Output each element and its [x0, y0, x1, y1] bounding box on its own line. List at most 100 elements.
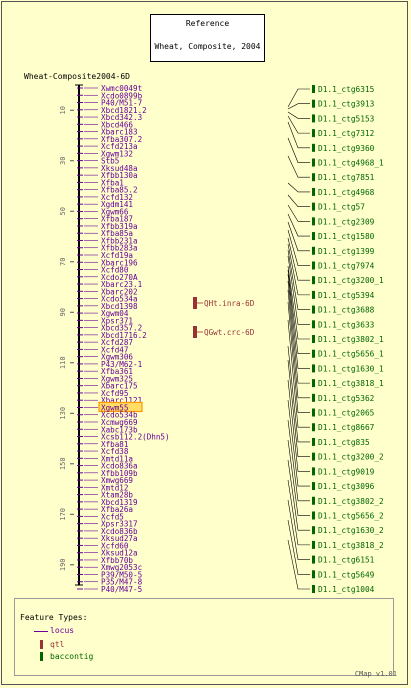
locus-label[interactable]: Xfba26a — [101, 505, 133, 514]
locus-label[interactable]: Xgwm132 — [101, 149, 133, 158]
locus-label[interactable]: P35/M47-8 — [101, 578, 143, 587]
baccontig-label[interactable]: D1.1_ctg6315 — [318, 85, 375, 94]
reference-box[interactable]: Reference Wheat, Composite, 2004 — [150, 14, 265, 62]
locus-label[interactable]: Xcdo836a — [101, 462, 138, 471]
locus-label[interactable]: Xfba85.2 — [101, 186, 138, 195]
locus-label[interactable]: Xtam28b — [101, 491, 133, 500]
locus-label[interactable]: Xfba81 — [101, 440, 129, 449]
locus-label[interactable]: Xfba187 — [101, 215, 133, 224]
locus-label[interactable]: Xmwg2053c — [101, 563, 142, 572]
locus-label[interactable]: Xbcd342.3 — [101, 113, 142, 122]
locus-label[interactable]: Xfba361 — [101, 367, 133, 376]
locus-label[interactable]: Xcsb112.2(Dhn5) — [101, 433, 170, 442]
locus-label[interactable]: Xcdo836b — [101, 527, 138, 536]
locus-label[interactable]: Xksud48a — [101, 164, 138, 173]
locus-label[interactable]: Xmtd12 — [101, 483, 128, 492]
locus-label[interactable]: Xfbb319a — [101, 222, 138, 231]
baccontig-label[interactable]: D1.1_ctg3913 — [318, 100, 375, 109]
locus-label[interactable]: Xbcd466 — [101, 120, 133, 129]
baccontig-label[interactable]: D1.1_ctg7851 — [318, 173, 375, 182]
locus-label[interactable]: Xcfd5 — [101, 512, 124, 521]
locus-label[interactable]: Xmwg669 — [101, 476, 133, 485]
baccontig-label[interactable]: D1.1_ctg3096 — [318, 482, 375, 491]
locus-label[interactable]: Xcdo270A — [101, 273, 138, 282]
locus-label[interactable]: Xbcd1716.2 — [101, 331, 147, 340]
map-title[interactable]: Wheat-Composite2004-6D — [24, 72, 130, 81]
locus-label[interactable]: Xcfd80 — [101, 266, 129, 275]
locus-label[interactable]: Xbcd357.2 — [101, 324, 142, 333]
locus-label[interactable]: P40/M47-5 — [101, 585, 142, 594]
baccontig-label[interactable]: D1.1_ctg3802_2 — [318, 497, 384, 506]
baccontig-label[interactable]: D1.1_ctg1630_2 — [318, 526, 384, 535]
locus-label[interactable]: Xcfd132 — [101, 193, 133, 202]
locus-label[interactable]: Xcfd60 — [101, 541, 129, 550]
baccontig-label[interactable]: D1.1_ctg1399 — [318, 247, 375, 256]
baccontig-label[interactable]: D1.1_ctg3200_1 — [318, 276, 384, 285]
baccontig-label[interactable]: D1.1_ctg1580 — [318, 232, 375, 241]
baccontig-label[interactable]: D1.1_ctg1630_1 — [318, 364, 384, 373]
locus-label[interactable]: Xfbb231a — [101, 236, 138, 245]
baccontig-label[interactable]: D1.1_ctg5362 — [318, 394, 375, 403]
locus-label[interactable]: Xfbb130a — [101, 171, 138, 180]
locus-label[interactable]: Xgwm04 — [101, 309, 129, 318]
locus-label[interactable]: Xgwm325 — [101, 374, 133, 383]
locus-label[interactable]: Xbcd1319 — [101, 498, 138, 507]
locus-label[interactable]: Xbcd1398 — [101, 302, 138, 311]
baccontig-label[interactable]: D1.1_ctg8667 — [318, 423, 375, 432]
locus-label[interactable]: Xbarc183 — [101, 128, 138, 137]
locus-label[interactable]: Xabc173b — [101, 425, 138, 434]
baccontig-label[interactable]: D1.1_ctg6151 — [318, 556, 375, 565]
baccontig-label[interactable]: D1.1_ctg5649 — [318, 570, 375, 579]
baccontig-label[interactable]: D1.1_ctg2065 — [318, 409, 375, 418]
locus-label[interactable]: Xgwm306 — [101, 353, 133, 362]
baccontig-label[interactable]: D1.1_ctg3802_1 — [318, 335, 384, 344]
locus-label[interactable]: Xcmwg669 — [101, 418, 138, 427]
baccontig-label[interactable]: D1.1_ctg4968_1 — [318, 159, 384, 168]
locus-label[interactable]: Xcfd213a — [101, 142, 138, 151]
locus-label[interactable]: Xpsr371 — [101, 316, 133, 325]
qtl-label[interactable]: QGwt.crc-6D — [204, 328, 255, 337]
locus-label[interactable]: Xfba1 — [101, 178, 124, 187]
locus-label[interactable]: Xcdo534a — [101, 295, 138, 304]
locus-label[interactable]: Xbcd1821.2 — [101, 106, 147, 115]
baccontig-label[interactable]: D1.1_ctg5656_1 — [318, 350, 384, 359]
baccontig-label[interactable]: D1.1_ctg5153 — [318, 114, 375, 123]
locus-label[interactable]: Xbarc202 — [101, 287, 138, 296]
locus-label[interactable]: Xfbb109b — [101, 469, 138, 478]
baccontig-label[interactable]: D1.1_ctg5656_2 — [318, 511, 384, 520]
locus-label[interactable]: Xfbb283a — [101, 244, 138, 253]
baccontig-label[interactable]: D1.1_ctg1004 — [318, 585, 375, 594]
locus-label[interactable]: Xksud12a — [101, 549, 138, 558]
locus-label[interactable]: Xbarc23.1 — [101, 280, 143, 289]
baccontig-label[interactable]: D1.1_ctg3633 — [318, 320, 375, 329]
locus-label[interactable]: Xfba307.2 — [101, 135, 142, 144]
locus-label[interactable]: Xgwm55 — [101, 403, 128, 412]
locus-label[interactable]: Xwmc0049t — [101, 84, 142, 93]
baccontig-label[interactable]: D1.1_ctg4968 — [318, 188, 375, 197]
baccontig-label[interactable]: D1.1_ctg3688 — [318, 306, 375, 315]
locus-label[interactable]: P40/M51-7 — [101, 99, 142, 108]
locus-label[interactable]: Xcfd47 — [101, 345, 128, 354]
locus-label[interactable]: Xgdm141 — [101, 200, 133, 209]
baccontig-label[interactable]: D1.1_ctg5394 — [318, 291, 375, 300]
locus-label[interactable]: Xcdo534b — [101, 411, 138, 420]
baccontig-label[interactable]: D1.1_ctg3818_1 — [318, 379, 384, 388]
locus-label[interactable]: P39/M50-5 — [101, 570, 142, 579]
baccontig-label[interactable]: D1.1_ctg9019 — [318, 467, 375, 476]
baccontig-label[interactable]: D1.1_ctg2309 — [318, 217, 375, 226]
locus-label[interactable]: Xfbb70b — [101, 556, 133, 565]
locus-label[interactable]: Xpsr3317 — [101, 520, 138, 529]
locus-label[interactable]: Xcfd95 — [101, 389, 128, 398]
baccontig-label[interactable]: D1.1_ctg3818_2 — [318, 541, 384, 550]
baccontig-label[interactable]: D1.1_ctg7974 — [318, 261, 375, 270]
locus-label[interactable]: Xgwm66 — [101, 207, 129, 216]
baccontig-label[interactable]: D1.1_ctg57 — [318, 203, 365, 212]
baccontig-label[interactable]: D1.1_ctg7312 — [318, 129, 375, 138]
locus-label[interactable]: Xcfd19a — [101, 251, 133, 260]
qtl-label[interactable]: QHt.inra-6D — [204, 299, 255, 308]
baccontig-label[interactable]: D1.1_ctg3200_2 — [318, 453, 384, 462]
locus-label[interactable]: Xcdo0899b — [101, 91, 143, 100]
locus-label[interactable]: Xcfd287 — [101, 338, 133, 347]
locus-label[interactable]: Xbarc1121 — [101, 396, 143, 405]
locus-label[interactable]: Xbarc175 — [101, 382, 138, 391]
